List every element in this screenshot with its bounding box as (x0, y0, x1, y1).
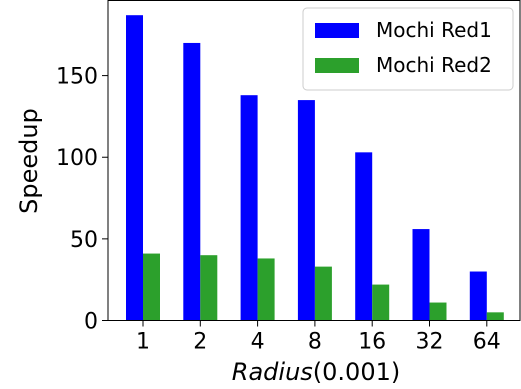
bar-2-32 (429, 302, 447, 321)
bar-2-2 (200, 255, 218, 321)
x-axis-label-unit: (0.001) (313, 358, 400, 386)
x-axis-ticks: 1 2 4 8 16 32 64 (136, 320, 501, 355)
y-axis-label: Speedup (15, 108, 43, 214)
y-tick-label-100: 100 (56, 146, 98, 171)
legend-label-1: Mochi Red1 (376, 18, 492, 42)
bar-1-32 (412, 229, 430, 321)
y-tick-label-50: 50 (70, 228, 98, 253)
x-tick-label-2: 2 (193, 330, 207, 355)
legend-label-2: Mochi Red2 (376, 53, 492, 77)
bar-1-2 (183, 42, 201, 321)
bar-1-4 (240, 95, 258, 321)
plot-area (126, 15, 504, 321)
y-tick-label-150: 150 (56, 65, 98, 90)
y-tick-label-0: 0 (84, 310, 98, 335)
bar-2-16 (372, 284, 390, 321)
bar-2-4 (257, 258, 275, 321)
x-tick-label-16: 16 (358, 330, 386, 355)
bar-1-64 (469, 271, 487, 321)
x-tick-label-32: 32 (416, 330, 444, 355)
bar-2-8 (314, 266, 332, 321)
bar-1-16 (355, 152, 373, 321)
legend-swatch-2 (315, 58, 359, 73)
x-axis-label: Radius(0.001) (232, 358, 400, 386)
y-axis-ticks: 0 50 100 150 (56, 65, 108, 335)
legend: Mochi Red1 Mochi Red2 (302, 7, 514, 91)
x-tick-label-4: 4 (251, 330, 265, 355)
x-tick-label-64: 64 (473, 330, 501, 355)
x-axis-label-italic: Radius (232, 358, 313, 386)
x-tick-label-8: 8 (308, 330, 322, 355)
legend-swatch-1 (315, 23, 359, 38)
bar-1-8 (297, 100, 315, 321)
x-tick-label-1: 1 (136, 330, 150, 355)
bar-2-1 (143, 253, 160, 321)
plot-frame (107, 0, 521, 321)
bar-2-64 (486, 312, 504, 321)
bar-1-1 (126, 15, 143, 321)
